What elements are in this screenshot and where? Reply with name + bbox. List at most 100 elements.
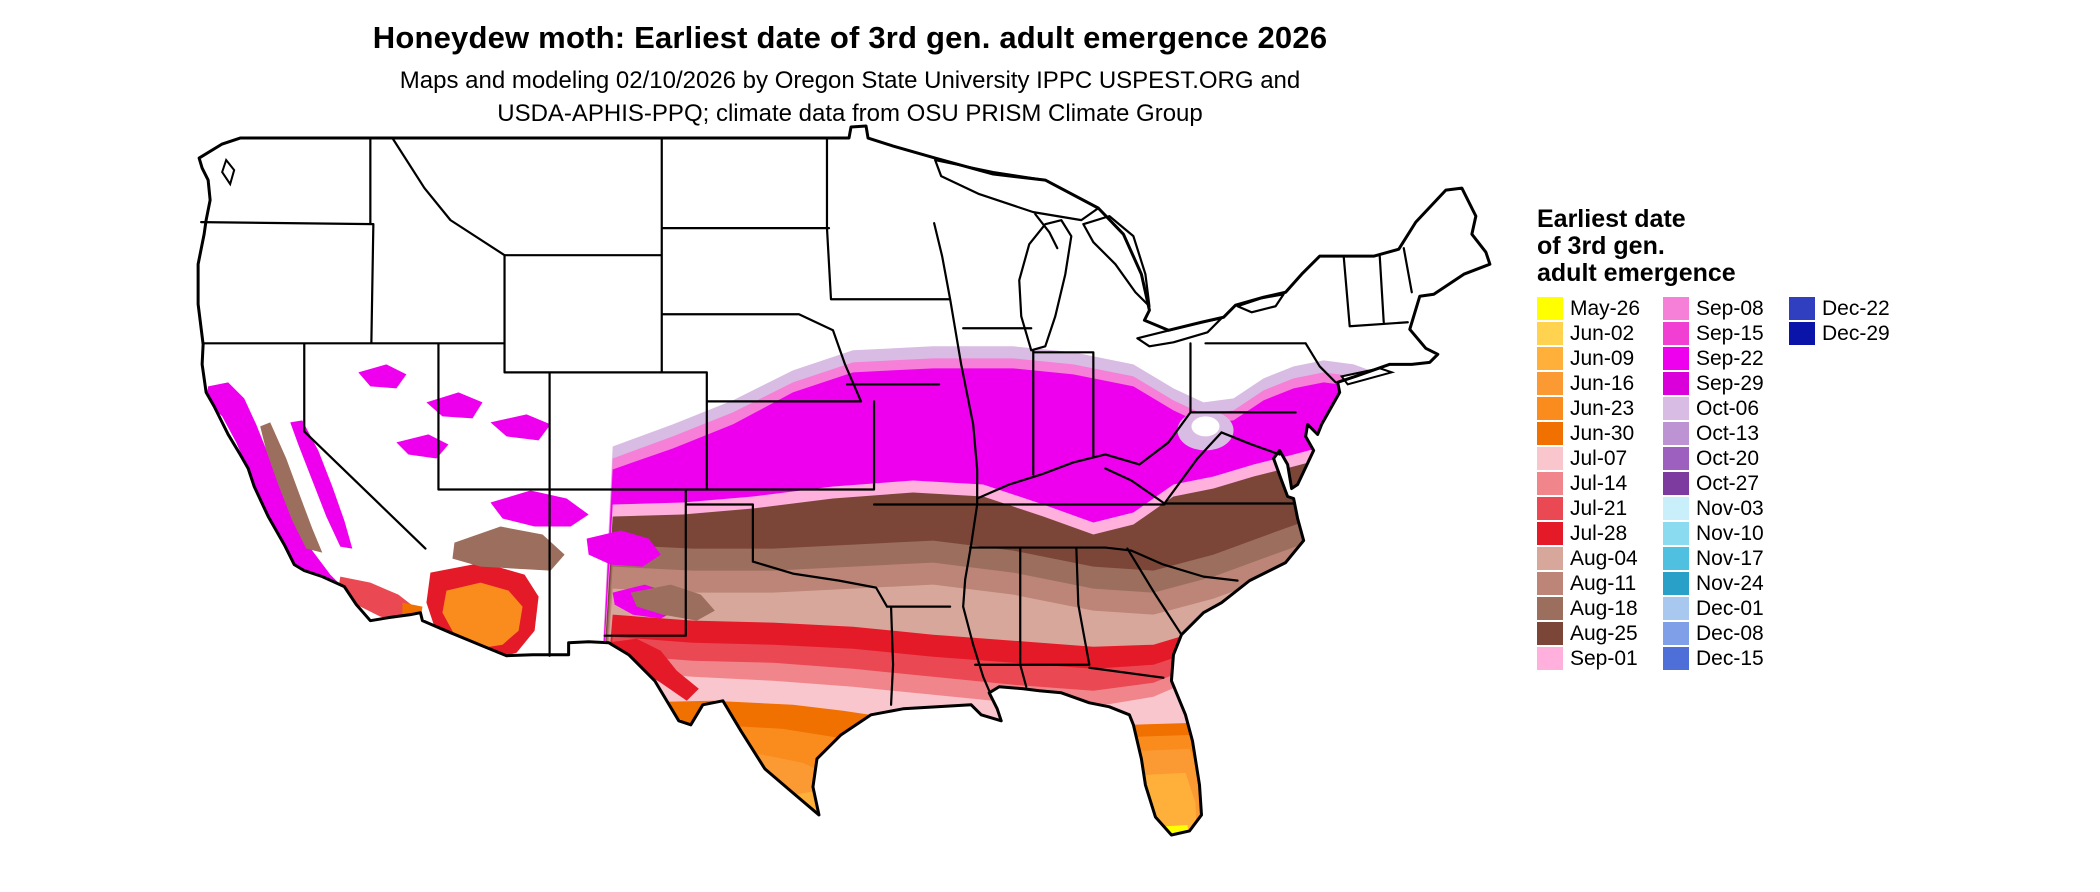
legend-label: Aug-18 [1570,596,1638,620]
legend-entry: Oct-13 [1663,421,1789,446]
region-Jun-16 [592,748,1208,835]
legend-swatch [1537,397,1563,420]
legend-entry: Oct-06 [1663,396,1789,421]
us-map [192,124,1494,855]
region-socal-red [338,576,417,621]
legend-entry: Nov-03 [1663,496,1789,521]
legend-label: Sep-22 [1696,346,1764,370]
legend-entry: Jul-14 [1537,471,1663,496]
region-ut-magenta [490,414,551,441]
legend-swatch [1663,322,1689,345]
legend-entry: Jun-16 [1537,371,1663,396]
region-Jun-09 [592,772,1198,835]
legend-swatch [1537,622,1563,645]
legend-swatch [1663,397,1689,420]
legend-label: Nov-24 [1696,571,1764,595]
legend-swatch [1789,297,1815,320]
legend-swatch [1537,497,1563,520]
legend-entry: Sep-01 [1537,646,1663,671]
legend-label: Nov-10 [1696,521,1764,545]
region-aznm-magenta-1 [490,490,589,527]
legend-label: Dec-01 [1696,596,1764,620]
legend-entry: Jun-09 [1537,346,1663,371]
legend-label: Jul-21 [1570,496,1628,520]
region-az-orange [442,582,523,649]
legend-swatch [1537,422,1563,445]
legend-entry: Dec-01 [1663,596,1789,621]
legend-swatch [1663,472,1689,495]
puget-sound-inlet [221,157,236,187]
lake-michigan [1018,219,1073,352]
legend-swatch [1537,372,1563,395]
legend-swatch [1663,347,1689,370]
legend-label: Jun-16 [1570,371,1635,395]
legend-swatch [1537,647,1563,670]
legend-swatch [1537,322,1563,345]
legend-label: Nov-17 [1696,546,1764,570]
legend-entry: Dec-22 [1789,296,1915,321]
legend-entry: May-26 [1537,296,1663,321]
legend-swatch [1663,447,1689,470]
legend-label: Jun-09 [1570,346,1635,370]
legend-entry: Aug-11 [1537,571,1663,596]
legend-label: Dec-22 [1822,296,1890,320]
legend-label: Oct-27 [1696,471,1760,495]
legend-label: Oct-13 [1696,421,1760,445]
legend-entry: Jun-02 [1537,321,1663,346]
legend-entry: Dec-15 [1663,646,1789,671]
map-subtitle: Maps and modeling 02/10/2026 by Oregon S… [0,64,1700,130]
legend-swatch [1663,622,1689,645]
legend-label: Sep-15 [1696,321,1764,345]
legend-title: Earliest date of 3rd gen. adult emergenc… [1537,206,2097,287]
legend-column-3: Dec-22 Dec-29 [1789,296,1915,671]
region-May-26 [1093,824,1192,835]
region-wtx-brown [630,584,715,621]
legend-swatch [1537,572,1563,595]
legend-entry: Dec-08 [1663,621,1789,646]
legend-label: Aug-11 [1570,571,1637,595]
legend-swatch [1789,322,1815,345]
legend-entry: Aug-04 [1537,546,1663,571]
legend-label: Dec-15 [1696,646,1764,670]
map-subtitle-line2: USDA-APHIS-PPQ; climate data from OSU PR… [497,100,1203,127]
legend-title-line2: of 3rd gen. [1537,232,1665,260]
legend-label: May-26 [1570,296,1641,320]
region-aznm-magenta-2 [586,530,661,567]
region-nv-magenta-1 [358,364,407,389]
legend-entry: Dec-29 [1789,321,1915,346]
legend-entry: Jul-21 [1537,496,1663,521]
legend-swatch [1663,422,1689,445]
legend-label: Sep-29 [1696,371,1764,395]
legend-entry: Sep-29 [1663,371,1789,396]
legend-swatch [1663,497,1689,520]
legend-entry: Nov-24 [1663,571,1789,596]
map-subtitle-line1: Maps and modeling 02/10/2026 by Oregon S… [399,67,1301,94]
region-nv-magenta-3 [396,434,449,459]
legend-title-line1: Earliest date [1537,205,1686,233]
legend-column-2: Sep-08 Sep-15 Sep-22 Sep-29 Oct-06 Oct-13 Oct-… [1663,296,1789,671]
legend-entry: Oct-20 [1663,446,1789,471]
legend-entry: Jul-28 [1537,521,1663,546]
region-Jun-23 [592,724,1222,835]
legend-label: Nov-03 [1696,496,1764,520]
legend-swatch [1663,297,1689,320]
legend-label: Aug-25 [1570,621,1638,645]
legend-swatch [1663,647,1689,670]
map-title: Honeydew moth: Earliest date of 3rd gen.… [372,20,1328,55]
legend-swatch [1537,547,1563,570]
legend-swatch [1537,347,1563,370]
legend-column-1: May-26 Jun-02 Jun-09 Jun-16 Jun-23 Jun-30 Jul-… [1537,296,1663,671]
legend-swatch [1537,472,1563,495]
state-borders [200,136,1413,706]
legend-entry: Jun-23 [1537,396,1663,421]
legend-swatch [1663,572,1689,595]
us-outline [196,124,1492,837]
legend-label: Jun-30 [1570,421,1635,445]
legend-swatch [1537,297,1563,320]
legend-label: Dec-29 [1822,321,1890,345]
legend-label: Jun-02 [1570,321,1635,345]
legend: Earliest date of 3rd gen. adult emergenc… [1537,206,2097,671]
legend-label: Jul-07 [1570,446,1628,470]
legend-label: Oct-20 [1696,446,1760,470]
legend-label: Jul-28 [1570,521,1628,545]
